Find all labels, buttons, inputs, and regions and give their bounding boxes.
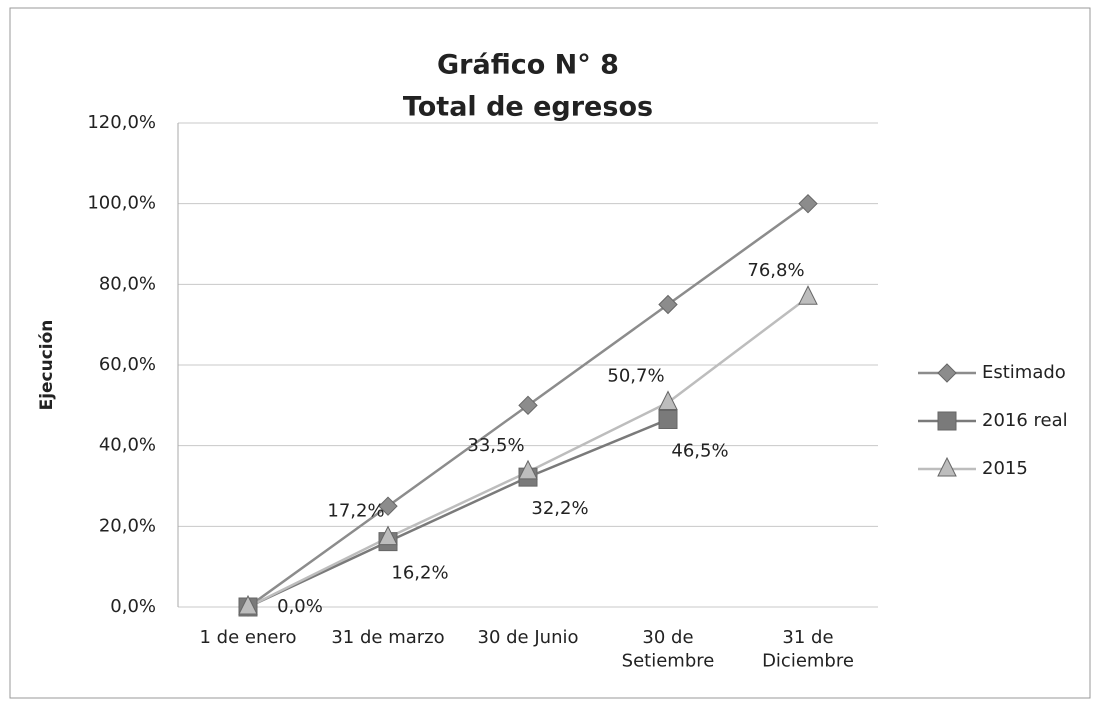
- y-tick-label: 120,0%: [87, 112, 156, 133]
- chart-border: [9, 7, 1091, 699]
- legend-label: 2015: [982, 458, 1028, 479]
- marker: [658, 294, 678, 315]
- data-label: 33,5%: [467, 435, 524, 456]
- y-tick-label: 100,0%: [87, 193, 156, 214]
- y-axis-label: Ejecución: [37, 320, 57, 411]
- marker: [518, 459, 538, 480]
- y-tick-label: 80,0%: [99, 273, 156, 294]
- marker: [238, 594, 258, 615]
- y-tick-label: 60,0%: [99, 354, 156, 375]
- data-label: 76,8%: [747, 260, 804, 281]
- y-tick-label: 20,0%: [99, 515, 156, 536]
- marker: [378, 496, 398, 516]
- series-line: [247, 418, 669, 609]
- marker: [798, 285, 818, 305]
- marker: [658, 390, 678, 411]
- marker: [937, 363, 957, 383]
- marker: [378, 525, 398, 546]
- marker: [937, 456, 957, 477]
- data-label: 0,0%: [277, 596, 323, 617]
- chart-subtitle: Total de egresos: [403, 92, 653, 123]
- y-tick-label: 40,0%: [99, 435, 156, 456]
- x-tick-label: 30 de Junio: [478, 627, 579, 648]
- legend-label: Estimado: [982, 362, 1066, 383]
- x-tick-label: 30 de Setiembre: [622, 627, 715, 671]
- legend-label: 2016 real: [982, 410, 1068, 431]
- data-label: 32,2%: [531, 498, 588, 519]
- data-label: 50,7%: [607, 366, 664, 387]
- data-label: 46,5%: [671, 440, 728, 461]
- data-label: 17,2%: [327, 501, 384, 522]
- chart-title: Gráfico N° 8: [437, 50, 619, 81]
- y-tick-label: 0,0%: [110, 596, 156, 617]
- marker: [937, 411, 957, 431]
- marker: [658, 409, 678, 429]
- x-tick-label: 1 de enero: [200, 627, 297, 648]
- x-tick-label: 31 de Diciembre: [762, 627, 854, 671]
- marker: [798, 193, 818, 214]
- data-label: 16,2%: [391, 563, 448, 584]
- x-tick-label: 31 de marzo: [331, 627, 444, 648]
- marker: [518, 395, 538, 416]
